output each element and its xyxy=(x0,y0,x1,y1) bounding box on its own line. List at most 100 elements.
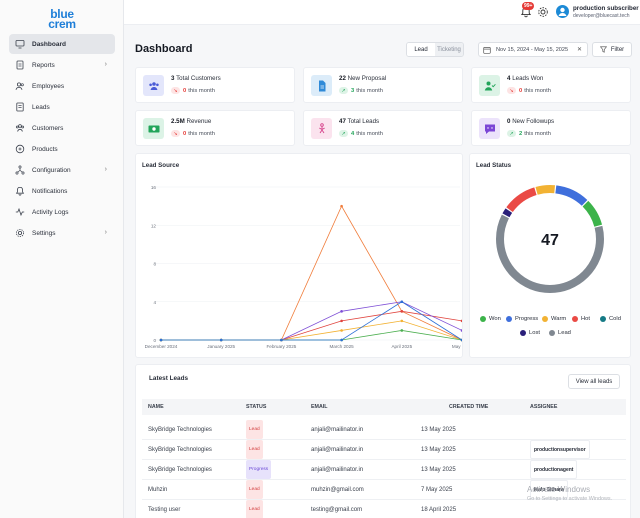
table-row[interactable]: Muhzin Lead muhzin@gmail.com 7 May 2025 Malu… xyxy=(142,480,626,500)
data-point[interactable] xyxy=(159,338,163,342)
data-point[interactable] xyxy=(460,319,462,323)
sidebar-item-configuration[interactable]: Configuration › xyxy=(9,160,115,180)
stat-value: 0 New Followups xyxy=(507,118,554,125)
stat-icon-box xyxy=(143,118,164,139)
col-created-time[interactable]: CREATED TIME xyxy=(449,404,489,410)
legend-label: Progress xyxy=(515,316,539,322)
chevron-right-icon: › xyxy=(104,61,107,68)
y-tick-label: 12 xyxy=(151,223,157,228)
x-tick-label: January 2025 xyxy=(207,344,235,349)
data-point[interactable] xyxy=(340,338,343,342)
sidebar-item-dashboard[interactable]: Dashboard xyxy=(9,34,115,54)
data-point[interactable] xyxy=(400,300,404,304)
stat-card-new-proposal[interactable]: 22 New Proposal ↗ 3 this month xyxy=(303,67,463,103)
donut-slice-warm[interactable] xyxy=(496,185,604,293)
stat-value: 22 New Proposal xyxy=(339,75,386,82)
user-name[interactable]: production subscriber xyxy=(573,5,639,12)
data-point[interactable] xyxy=(280,338,283,342)
col-status[interactable]: STATUS xyxy=(246,404,267,410)
data-point[interactable] xyxy=(340,329,343,332)
cell-created-time: 7 May 2025 xyxy=(421,486,453,493)
cell-email: anjali@mailinator.in xyxy=(311,426,364,433)
legend-dot xyxy=(542,316,548,322)
stat-card-revenue[interactable]: 2.5M Revenue ↘ 0 this month xyxy=(135,110,295,146)
series-line-5 xyxy=(161,301,462,341)
legend-item-lost[interactable]: Lost xyxy=(520,330,540,336)
data-point[interactable] xyxy=(400,329,404,332)
stat-trend: ↘ 0 this month xyxy=(507,87,551,94)
sidebar-item-activity-logs[interactable]: Activity Logs xyxy=(9,202,115,222)
clear-date-icon[interactable]: ✕ xyxy=(576,47,582,53)
leads-icon xyxy=(16,102,24,112)
sidebar-item-label: Configuration xyxy=(32,166,71,174)
avatar[interactable] xyxy=(556,5,569,18)
filter-label: Filter xyxy=(610,46,625,53)
sidebar-item-reports[interactable]: Reports › xyxy=(9,55,115,75)
legend-item-cold[interactable]: Cold xyxy=(600,316,621,322)
data-point[interactable] xyxy=(400,310,404,313)
stat-card-total-customers[interactable]: 3 Total Customers ↘ 0 this month xyxy=(135,67,295,103)
col-email[interactable]: EMAIL xyxy=(311,404,328,410)
stat-card-total-leads[interactable]: 47 Total Leads ↗ 4 this month xyxy=(303,110,463,146)
legend-dot xyxy=(506,316,512,322)
legend-item-hot[interactable]: Hot xyxy=(572,316,590,322)
gear-icon[interactable] xyxy=(537,6,549,18)
donut-slice-lead[interactable] xyxy=(496,185,604,293)
legend-item-won[interactable]: Won xyxy=(480,316,501,322)
legend-item-warm[interactable]: Warm xyxy=(542,316,566,322)
stat-card-new-followups[interactable]: 0 New Followups ↗ 2 this month xyxy=(471,110,631,146)
filter-button[interactable]: Filter xyxy=(592,42,632,57)
legend-dot xyxy=(600,316,606,322)
stat-change-suffix: this month xyxy=(356,87,383,94)
x-tick-label: February 2025 xyxy=(266,344,296,349)
table-row[interactable]: SkyBridge Technologies Lead anjali@mailina… xyxy=(142,420,626,440)
report-icon xyxy=(16,60,24,70)
toggle-ticketing[interactable]: Ticketing xyxy=(435,43,463,56)
sidebar-item-leads[interactable]: Leads xyxy=(9,97,115,117)
data-point[interactable] xyxy=(400,319,404,323)
data-point[interactable] xyxy=(460,338,462,342)
legend-item-progress[interactable]: Progress xyxy=(506,316,538,322)
table-row[interactable]: Testing user Lead testing@gmail.com 18 Apri… xyxy=(142,500,626,518)
lead-status-donut: 47 xyxy=(496,185,604,293)
date-range-picker[interactable]: Nov 15, 2024 - May 15, 2025 ✕ xyxy=(478,42,588,57)
col-assignee[interactable]: ASSIGNEE xyxy=(530,404,558,410)
series-line-0 xyxy=(161,205,462,341)
gear-icon xyxy=(16,229,24,237)
cell-created-time: 13 May 2025 xyxy=(421,446,456,453)
legend-item-lead[interactable]: Lead xyxy=(549,330,571,336)
view-all-leads-button[interactable]: View all leads xyxy=(568,374,620,389)
sidebar-item-notifications[interactable]: Notifications xyxy=(9,181,115,201)
toggle-lead[interactable]: Lead xyxy=(407,43,435,56)
stat-value: 4 Leads Won xyxy=(507,75,543,82)
table-row[interactable]: SkyBridge Technologies Progress anjali@mai… xyxy=(142,460,626,480)
sidebar-item-settings[interactable]: Settings › xyxy=(9,223,115,243)
stat-trend: ↗ 4 this month xyxy=(339,130,383,137)
sidebar-item-employees[interactable]: Employees xyxy=(9,76,115,96)
data-point[interactable] xyxy=(340,310,343,313)
legend-label: Won xyxy=(489,316,501,322)
sidebar-item-label: Notifications xyxy=(32,187,68,195)
stat-icon-box xyxy=(311,75,332,96)
sidebar-item-products[interactable]: Products xyxy=(9,139,115,159)
sidebar-item-label: Employees xyxy=(32,82,65,90)
x-tick-label: April 2025 xyxy=(391,344,412,349)
cell-name: Muhzin xyxy=(148,486,168,493)
x-tick-label: December 2024 xyxy=(145,344,178,349)
x-tick-label: May 2025 xyxy=(452,344,462,349)
data-point[interactable] xyxy=(340,204,343,208)
data-point[interactable] xyxy=(340,319,343,323)
stat-value: 3 Total Customers xyxy=(171,75,221,82)
trend-up-icon: ↗ xyxy=(339,87,348,94)
col-name[interactable]: NAME xyxy=(148,404,164,410)
table-row[interactable]: SkyBridge Technologies Lead anjali@mailina… xyxy=(142,440,626,460)
stat-number: 47 xyxy=(339,118,346,125)
stat-card-leads-won[interactable]: 4 Leads Won ↘ 0 this month xyxy=(471,67,631,103)
app-logo[interactable]: blue crem xyxy=(40,8,84,30)
sidebar-item-customers[interactable]: Customers xyxy=(9,118,115,138)
stat-number: 4 xyxy=(507,75,511,82)
notification-badge: 99+ xyxy=(522,2,535,10)
data-point[interactable] xyxy=(460,329,462,332)
data-point[interactable] xyxy=(219,338,223,342)
assignee-chip: Malu Sithara xyxy=(530,480,568,499)
